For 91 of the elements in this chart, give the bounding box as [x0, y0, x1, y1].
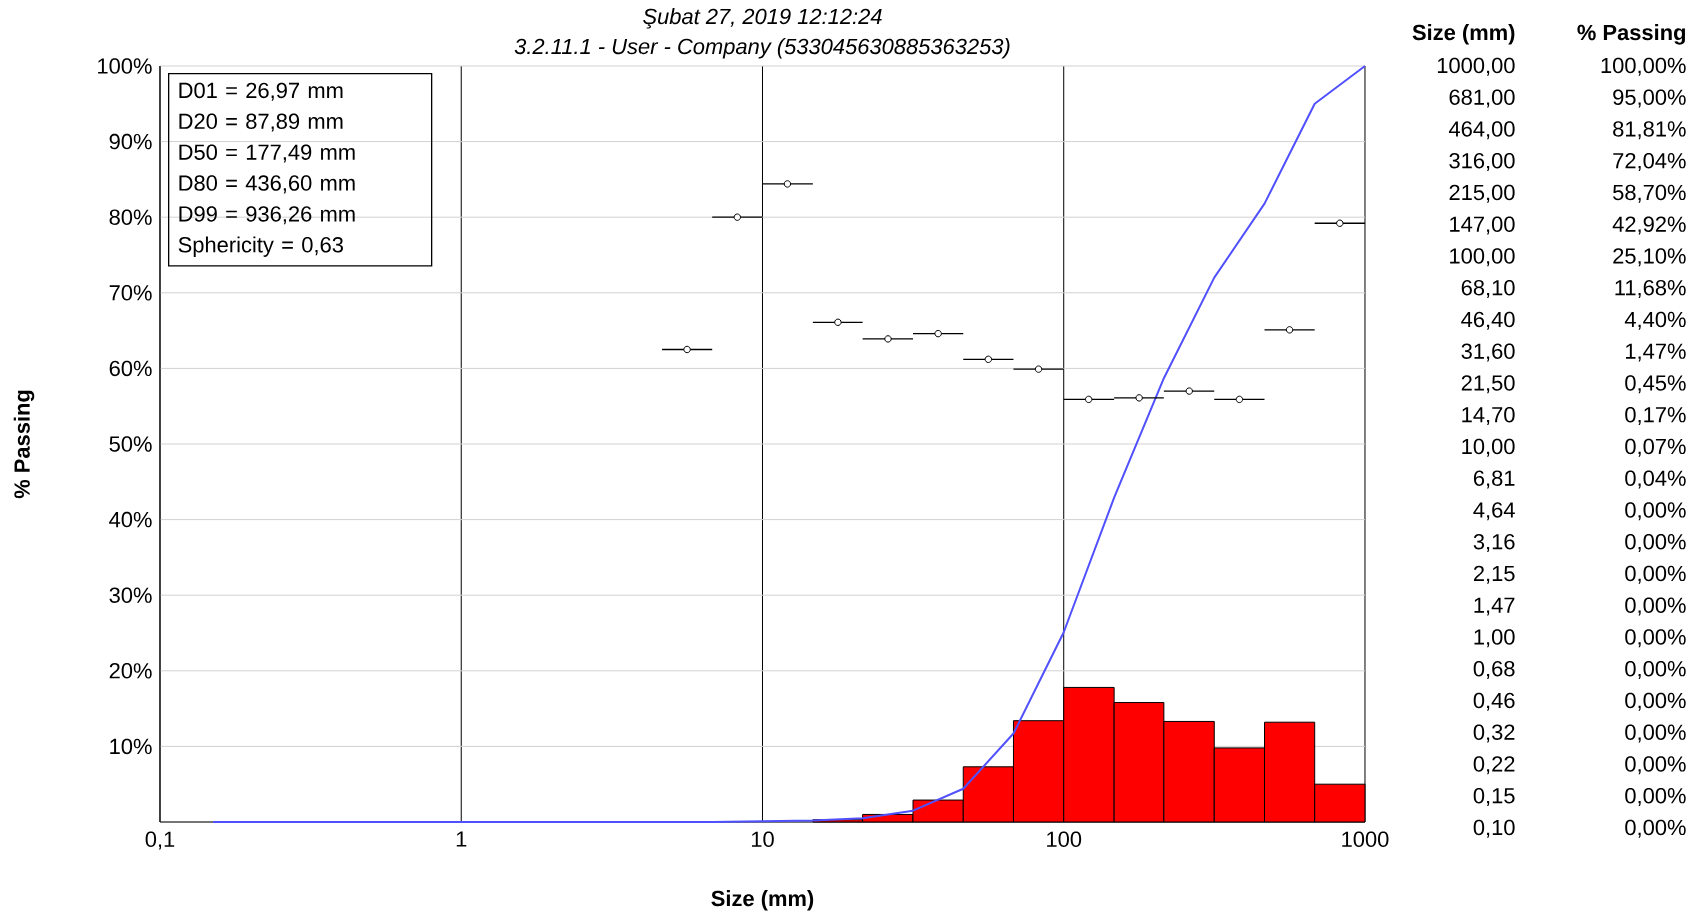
- annotation: D20 = 87,89 mm: [179, 113, 343, 132]
- y-tick-label: 80%: [109, 209, 152, 225]
- x-tick-label: 100: [1047, 831, 1082, 848]
- text: 0,00%: [1625, 756, 1686, 775]
- text: 3,16: [1473, 533, 1515, 553]
- y-tick-label: 90%: [109, 133, 152, 150]
- point: [783, 180, 792, 188]
- x-tick-label: 0,1: [145, 831, 175, 850]
- point: [1336, 219, 1344, 227]
- y-axis-title: % Passing: [13, 390, 35, 499]
- text: % Passing: [1577, 24, 1686, 45]
- annotation: D01 = 26,97 mm: [179, 82, 343, 101]
- text: 1,47%: [1626, 343, 1686, 362]
- text: 316,00: [1449, 152, 1515, 172]
- text: 11,68%: [1615, 279, 1686, 299]
- text: 0,07%: [1625, 438, 1686, 457]
- text: 4,64: [1473, 502, 1515, 521]
- text: 0,22: [1473, 756, 1515, 775]
- text: 10,00: [1462, 438, 1515, 457]
- text: 0,00%: [1625, 660, 1686, 680]
- point: [884, 335, 892, 343]
- point: [733, 213, 742, 221]
- text: 1,00: [1474, 629, 1515, 648]
- text: 81,81%: [1613, 121, 1686, 140]
- text: 0,00%: [1625, 565, 1686, 584]
- text: 46,40: [1461, 311, 1515, 330]
- text: 95,00%: [1613, 89, 1686, 108]
- text: 2,15: [1473, 565, 1515, 584]
- point: [683, 345, 691, 354]
- text: 6,81: [1473, 470, 1515, 489]
- x-tick-label: 1000: [1342, 831, 1389, 848]
- text: 0,00%: [1625, 533, 1686, 553]
- x-tick-label: 1: [456, 831, 467, 847]
- text: 0,00%: [1625, 787, 1686, 807]
- point: [1185, 387, 1193, 395]
- chart-title: Şubat 27, 2019 12:12:24: [643, 8, 882, 29]
- text: 464,00: [1448, 121, 1515, 140]
- point: [834, 318, 842, 326]
- text: 1,47: [1474, 597, 1515, 616]
- text: 4,40%: [1624, 311, 1686, 330]
- text: 681,00: [1449, 89, 1515, 108]
- text: 0,15: [1473, 787, 1515, 807]
- point: [1135, 394, 1143, 402]
- y-tick-label: 20%: [109, 663, 152, 679]
- y-tick-label: 30%: [109, 587, 152, 603]
- text: 31,60: [1461, 343, 1515, 362]
- text: 0,46: [1473, 692, 1515, 711]
- text: 1000,00: [1437, 57, 1515, 76]
- text: 0,10: [1473, 819, 1515, 838]
- annotation: Sphericity = 0,63: [178, 236, 343, 257]
- point: [934, 329, 942, 338]
- text: 0,00%: [1625, 629, 1686, 648]
- x-axis-title: Size (mm): [711, 890, 814, 911]
- point: [1084, 395, 1093, 404]
- text: 215,00: [1449, 184, 1515, 203]
- text: 0,04%: [1625, 470, 1686, 489]
- annotation: D99 = 936,26 mm: [179, 206, 355, 225]
- text: 58,70%: [1613, 184, 1686, 203]
- y-tick-label: 50%: [109, 436, 152, 452]
- annotation: D80 = 436,60 mm: [179, 175, 355, 194]
- y-tick-label: 70%: [109, 285, 152, 301]
- text: 0,32: [1473, 724, 1515, 743]
- text: 0,68: [1473, 660, 1515, 680]
- text: 68,10: [1461, 279, 1515, 299]
- text: 25,10%: [1613, 248, 1686, 267]
- text: Size (mm): [1412, 24, 1515, 45]
- text: 0,45%: [1625, 375, 1686, 394]
- text: 100,00%: [1601, 57, 1686, 76]
- text: 0,00%: [1625, 692, 1686, 711]
- chart-subtitle: 3.2.11.1 - User - Company (533045630885363253): [514, 38, 1010, 59]
- y-tick-label: 60%: [109, 360, 152, 377]
- y-tick-label: 10%: [110, 738, 152, 755]
- text: 72,04%: [1613, 152, 1686, 172]
- point: [1235, 395, 1244, 404]
- text: 21,50: [1461, 375, 1515, 394]
- annotation: D50 = 177,49 mm: [179, 144, 355, 163]
- point: [984, 355, 993, 364]
- text: 42,92%: [1612, 216, 1686, 235]
- text: 147,00: [1450, 216, 1515, 235]
- text: 0,17%: [1625, 406, 1686, 426]
- text: 0,00%: [1625, 819, 1686, 838]
- y-tick-label: 40%: [109, 511, 152, 528]
- point: [1034, 365, 1043, 373]
- text: 0,00%: [1625, 597, 1686, 616]
- y-tick-label: 100%: [98, 58, 152, 74]
- text: 14,70: [1462, 406, 1515, 426]
- text: 0,00%: [1625, 502, 1686, 521]
- text: 100,00: [1450, 248, 1515, 267]
- x-tick-label: 10: [751, 831, 774, 848]
- text: 0,00%: [1625, 724, 1686, 743]
- point: [1285, 326, 1294, 334]
